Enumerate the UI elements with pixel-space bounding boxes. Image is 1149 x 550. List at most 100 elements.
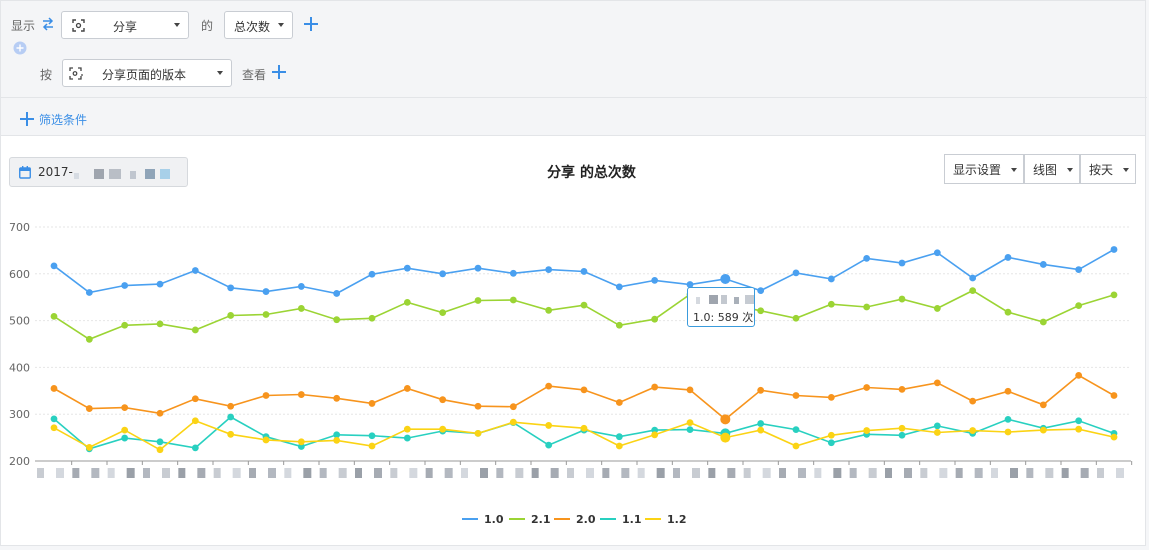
x-tick-label-redacted bbox=[390, 468, 398, 478]
x-tick-label-redacted bbox=[409, 468, 418, 478]
calendar-icon bbox=[19, 166, 31, 179]
y-tick-label: 300 bbox=[9, 408, 30, 421]
x-tick-label-redacted bbox=[178, 468, 186, 478]
data-point bbox=[615, 321, 623, 329]
add-circle-icon[interactable] bbox=[13, 41, 27, 55]
event-select[interactable]: 分享 bbox=[61, 11, 189, 39]
x-tick-label-redacted bbox=[656, 468, 665, 478]
data-point bbox=[720, 273, 731, 284]
data-point bbox=[580, 424, 588, 432]
x-tick-label-redacted bbox=[904, 468, 912, 478]
data-point bbox=[1004, 254, 1012, 261]
x-tick-label-redacted bbox=[550, 468, 559, 478]
x-tick-label-redacted bbox=[762, 468, 771, 478]
data-point bbox=[1110, 433, 1118, 441]
chart-type-button[interactable]: 线图 bbox=[1024, 154, 1080, 184]
data-point bbox=[757, 307, 765, 315]
chevron-down-icon bbox=[1123, 168, 1129, 172]
filter-panel: 显示 分享 的 总次数 按 分享页面的版本 查看 筛选条 bbox=[0, 0, 1147, 136]
date-picker[interactable]: 2017- bbox=[9, 157, 188, 187]
data-point bbox=[403, 434, 411, 442]
x-tick-label-redacted bbox=[531, 468, 539, 478]
view-label: 查看 bbox=[242, 68, 267, 82]
x-tick-label-redacted bbox=[91, 468, 100, 478]
add-group-icon[interactable] bbox=[272, 65, 286, 79]
x-tick-label-redacted bbox=[444, 468, 453, 478]
tooltip-line: 1.0: 589 次 bbox=[693, 309, 753, 325]
data-point bbox=[792, 269, 800, 277]
x-tick-label-redacted bbox=[868, 468, 877, 478]
date-range-value: 2017- bbox=[38, 165, 73, 179]
group-select[interactable]: 分享页面的版本 bbox=[62, 59, 232, 87]
data-point bbox=[545, 266, 553, 273]
add-metric-icon[interactable] bbox=[304, 17, 318, 31]
granularity-button[interactable]: 按天 bbox=[1080, 154, 1136, 184]
data-point bbox=[191, 417, 199, 425]
x-tick-label-redacted bbox=[727, 468, 736, 478]
event-icon bbox=[72, 19, 85, 32]
data-point bbox=[50, 312, 58, 320]
x-tick-label-redacted bbox=[355, 468, 362, 478]
display-settings-button[interactable]: 显示设置 bbox=[944, 154, 1024, 184]
y-tick-label: 700 bbox=[9, 221, 30, 234]
data-point bbox=[121, 426, 129, 434]
data-point bbox=[933, 429, 941, 436]
data-point bbox=[1075, 425, 1083, 433]
x-tick-label-redacted bbox=[37, 468, 44, 478]
data-point bbox=[1039, 401, 1047, 409]
x-tick-label-redacted bbox=[162, 468, 170, 478]
data-point bbox=[50, 385, 58, 392]
data-point bbox=[1039, 426, 1047, 434]
divider bbox=[1, 97, 1147, 98]
data-point bbox=[297, 305, 305, 312]
x-tick-label-redacted bbox=[1097, 468, 1104, 478]
data-point bbox=[156, 446, 164, 454]
event-select-value: 分享 bbox=[113, 20, 138, 34]
data-point bbox=[368, 442, 376, 450]
data-point bbox=[1004, 308, 1012, 316]
chart-title: 分享 的总次数 bbox=[0, 162, 1149, 182]
data-point bbox=[368, 432, 376, 440]
x-tick-label-redacted bbox=[72, 468, 80, 478]
x-tick-label-redacted bbox=[798, 468, 806, 478]
x-tick-label-redacted bbox=[586, 468, 594, 478]
data-point bbox=[156, 280, 164, 288]
chart-title-part1: 分享 bbox=[547, 165, 576, 181]
y-tick-label: 200 bbox=[9, 455, 30, 468]
x-tick-label-redacted bbox=[939, 468, 948, 478]
data-point bbox=[827, 439, 835, 447]
data-point bbox=[1004, 415, 1012, 423]
data-point bbox=[898, 424, 906, 432]
x-tick-label-redacted bbox=[955, 468, 963, 478]
data-point bbox=[156, 409, 164, 417]
chevron-down-icon bbox=[1011, 168, 1017, 172]
data-point bbox=[933, 249, 941, 257]
data-point bbox=[1110, 392, 1118, 399]
data-point bbox=[227, 312, 235, 319]
data-point bbox=[1039, 318, 1047, 326]
data-point bbox=[333, 431, 341, 439]
data-point bbox=[651, 315, 659, 323]
chevron-down-icon bbox=[217, 71, 223, 75]
x-tick-label-redacted bbox=[56, 468, 64, 478]
data-point bbox=[898, 385, 906, 393]
data-point bbox=[969, 274, 977, 282]
x-tick-label-redacted bbox=[991, 468, 998, 478]
data-point bbox=[297, 283, 305, 290]
x-tick-label-redacted bbox=[268, 468, 276, 478]
data-point bbox=[792, 426, 800, 434]
data-point bbox=[85, 335, 93, 343]
data-point bbox=[863, 303, 871, 311]
data-point bbox=[509, 403, 517, 411]
x-tick-label-redacted bbox=[374, 468, 382, 478]
of-label: 的 bbox=[201, 19, 214, 33]
data-point bbox=[898, 259, 906, 267]
data-point bbox=[898, 431, 906, 439]
metric-select-value: 总次数 bbox=[234, 20, 271, 34]
data-point bbox=[1075, 266, 1083, 273]
swap-icon[interactable] bbox=[41, 17, 55, 31]
metric-select[interactable]: 总次数 bbox=[224, 11, 293, 39]
x-tick-label-redacted bbox=[692, 468, 700, 478]
granularity-label: 按天 bbox=[1089, 162, 1114, 177]
chevron-down-icon bbox=[1067, 168, 1073, 172]
